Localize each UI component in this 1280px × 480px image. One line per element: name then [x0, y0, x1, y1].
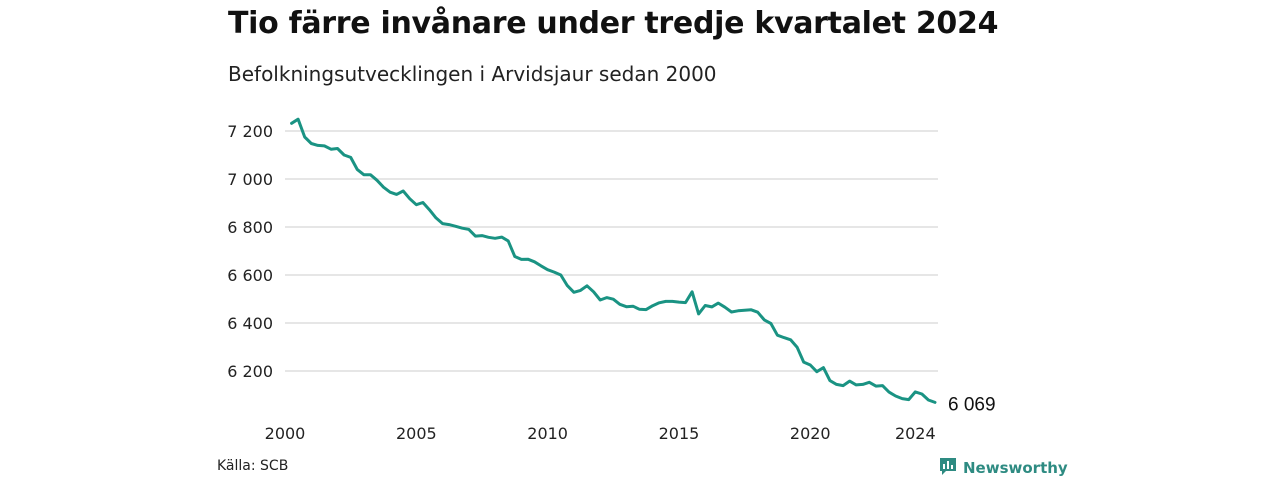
x-tick-label: 2005: [396, 424, 437, 443]
grid-lines: [285, 130, 938, 372]
x-tick-label: 2015: [659, 424, 700, 443]
value-labels: 6 069: [948, 394, 996, 415]
source-note: Källa: SCB: [217, 458, 289, 474]
brand-logo[interactable]: Newsworthy: [938, 456, 1068, 480]
y-tick-label: 6 800: [227, 218, 273, 237]
y-axis: 6 200 6 400 6 600 6 800 7 000 7 200: [227, 122, 273, 381]
x-axis: 2000 2005 2010 2015 2020 2024: [265, 424, 936, 443]
bar-chart-icon: [938, 456, 958, 480]
y-tick-label: 6 200: [227, 362, 273, 381]
population-line: [290, 117, 937, 404]
x-tick-label: 2020: [790, 424, 831, 443]
x-tick-label: 2010: [527, 424, 568, 443]
last-value-label: 6 069: [948, 394, 996, 415]
y-tick-label: 7 200: [227, 122, 273, 141]
y-tick-label: 6 600: [227, 266, 273, 285]
y-tick-label: 7 000: [227, 170, 273, 189]
x-tick-label: 2000: [265, 424, 306, 443]
x-tick-label: 2024: [895, 424, 936, 443]
y-tick-label: 6 400: [227, 314, 273, 333]
chart-title: Tio färre invånare under tredje kvartale…: [228, 6, 999, 41]
chart-subtitle: Befolkningsutvecklingen i Arvidsjaur sed…: [228, 62, 717, 86]
brand-name: Newsworthy: [963, 459, 1068, 477]
series-group: [290, 117, 937, 404]
